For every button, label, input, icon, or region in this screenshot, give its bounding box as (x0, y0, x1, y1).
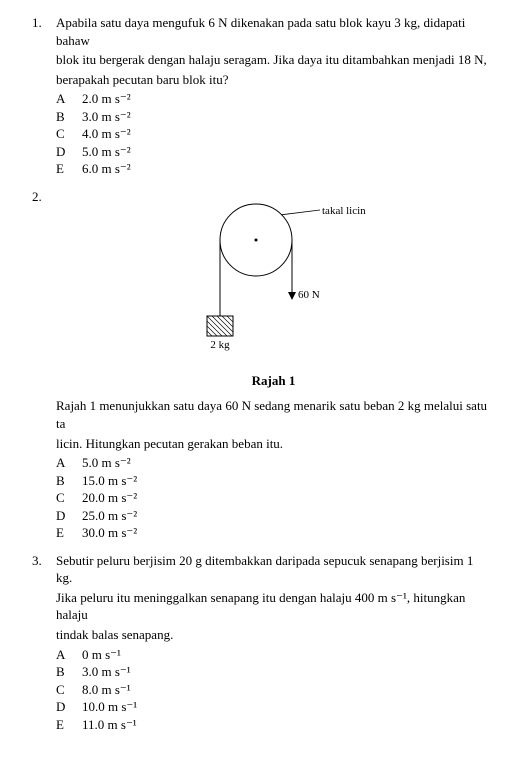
choice-label: A (56, 646, 82, 664)
choice-text: 3.0 m s⁻² (82, 108, 131, 126)
stem-line: blok itu bergerak dengan halaju seragam.… (56, 51, 491, 69)
choice-list: A2.0 m s⁻² B3.0 m s⁻² C4.0 m s⁻² D5.0 m … (56, 90, 491, 178)
question-number: 3. (32, 552, 56, 733)
question-3: 3. Sebutir peluru berjisim 20 g ditembak… (32, 552, 491, 733)
stem-line: tindak balas senapang. (56, 626, 491, 644)
choice: C4.0 m s⁻² (56, 125, 491, 143)
choice-text: 10.0 m s⁻¹ (82, 698, 137, 716)
choice-text: 3.0 m s⁻¹ (82, 663, 131, 681)
choice-text: 25.0 m s⁻² (82, 507, 137, 525)
choice-list: A5.0 m s⁻² B15.0 m s⁻² C20.0 m s⁻² D25.0… (56, 454, 491, 542)
choice-label: D (56, 698, 82, 716)
pulley-diagram: takal licin 60 N 2 kg (176, 196, 396, 366)
choice: A0 m s⁻¹ (56, 646, 491, 664)
choice-label: B (56, 472, 82, 490)
choice: E30.0 m s⁻² (56, 524, 491, 542)
stem-line: Sebutir peluru berjisim 20 g ditembakkan… (56, 552, 491, 587)
stem-line: Rajah 1 menunjukkan satu daya 60 N sedan… (56, 397, 491, 432)
choice: C8.0 m s⁻¹ (56, 681, 491, 699)
question-1: 1. Apabila satu daya mengufuk 6 N dikena… (32, 14, 491, 178)
choice-text: 2.0 m s⁻² (82, 90, 131, 108)
choice: B3.0 m s⁻¹ (56, 663, 491, 681)
choice-label: C (56, 125, 82, 143)
choice-label: C (56, 681, 82, 699)
choice-text: 30.0 m s⁻² (82, 524, 137, 542)
choice-text: 0 m s⁻¹ (82, 646, 121, 664)
choice-list: A0 m s⁻¹ B3.0 m s⁻¹ C8.0 m s⁻¹ D10.0 m s… (56, 646, 491, 734)
choice-text: 15.0 m s⁻² (82, 472, 137, 490)
page: 1. Apabila satu daya mengufuk 6 N dikena… (0, 0, 509, 761)
question-body: Sebutir peluru berjisim 20 g ditembakkan… (56, 552, 491, 733)
choice-label: A (56, 454, 82, 472)
question-body: takal licin 60 N 2 kg Rajah 1 Rajah 1 menu… (56, 188, 491, 542)
question-number: 2. (32, 188, 56, 542)
choice-label: E (56, 716, 82, 734)
choice: B15.0 m s⁻² (56, 472, 491, 490)
choice-label: B (56, 663, 82, 681)
choice-text: 6.0 m s⁻² (82, 160, 131, 178)
choice: E11.0 m s⁻¹ (56, 716, 491, 734)
choice-label: A (56, 90, 82, 108)
choice-label: E (56, 160, 82, 178)
question-body: Apabila satu daya mengufuk 6 N dikenakan… (56, 14, 491, 178)
choice-text: 5.0 m s⁻² (82, 143, 131, 161)
choice-label: C (56, 489, 82, 507)
question-2: 2. takal licin 60 N 2 kg Rajah 1 Rajah 1 m… (32, 188, 491, 542)
choice-label: D (56, 507, 82, 525)
choice: A5.0 m s⁻² (56, 454, 491, 472)
choice-label: E (56, 524, 82, 542)
stem-line: Jika peluru itu meninggalkan senapang it… (56, 589, 491, 624)
choice-label: B (56, 108, 82, 126)
choice: D10.0 m s⁻¹ (56, 698, 491, 716)
choice-label: D (56, 143, 82, 161)
choice-text: 4.0 m s⁻² (82, 125, 131, 143)
choice: E6.0 m s⁻² (56, 160, 491, 178)
choice: B3.0 m s⁻² (56, 108, 491, 126)
stem-line: berapakah pecutan baru blok itu? (56, 71, 491, 89)
choice: C20.0 m s⁻² (56, 489, 491, 507)
choice-text: 20.0 m s⁻² (82, 489, 137, 507)
choice-text: 8.0 m s⁻¹ (82, 681, 131, 699)
figure-rajah-1: takal licin 60 N 2 kg (176, 196, 491, 366)
stem-line: Apabila satu daya mengufuk 6 N dikenakan… (56, 14, 491, 49)
svg-text:2 kg: 2 kg (210, 339, 230, 351)
figure-caption: Rajah 1 (56, 372, 491, 390)
choice-text: 5.0 m s⁻² (82, 454, 131, 472)
stem-line: licin. Hitungkan pecutan gerakan beban i… (56, 435, 491, 453)
choice: D5.0 m s⁻² (56, 143, 491, 161)
svg-text:60 N: 60 N (298, 289, 320, 301)
choice-text: 11.0 m s⁻¹ (82, 716, 137, 734)
choice: D25.0 m s⁻² (56, 507, 491, 525)
question-number: 1. (32, 14, 56, 178)
svg-text:takal licin: takal licin (322, 205, 366, 217)
choice: A2.0 m s⁻² (56, 90, 491, 108)
